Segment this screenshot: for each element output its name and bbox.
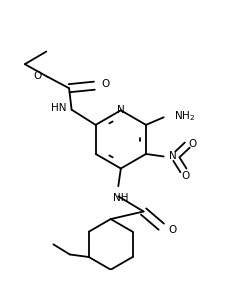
Text: HN: HN (51, 103, 66, 113)
Text: NH: NH (113, 193, 128, 203)
Text: O: O (33, 71, 41, 81)
Text: O: O (182, 171, 190, 181)
Text: O: O (189, 139, 197, 149)
Text: O: O (101, 79, 110, 89)
Text: NH$_2$: NH$_2$ (174, 110, 196, 123)
Text: N: N (117, 105, 125, 115)
Text: N: N (169, 151, 177, 161)
Text: O: O (169, 225, 177, 235)
